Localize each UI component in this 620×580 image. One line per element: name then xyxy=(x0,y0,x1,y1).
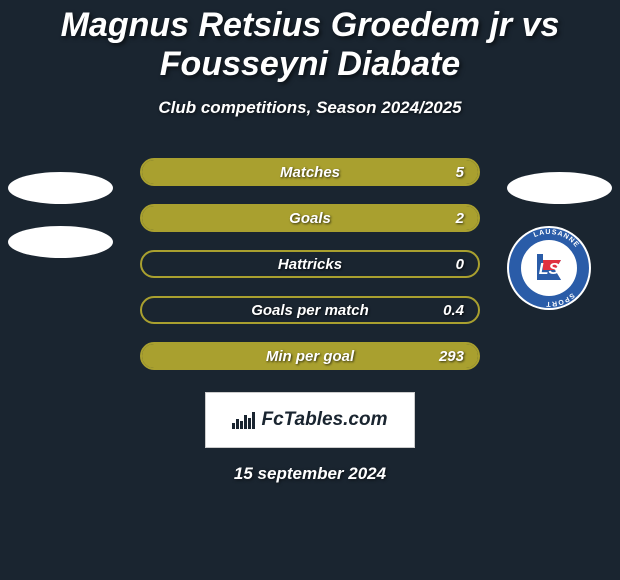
subtitle: Club competitions, Season 2024/2025 xyxy=(0,98,620,118)
footer-brand-text: FcTables.com xyxy=(261,409,387,431)
stat-row: Goals per match 0.4 xyxy=(140,296,480,324)
stat-label: Goals xyxy=(289,210,331,227)
bar-chart-icon xyxy=(232,412,255,429)
stat-row: Hattricks 0 xyxy=(140,250,480,278)
date-label: 15 september 2024 xyxy=(0,464,620,484)
stat-row: Matches 5 xyxy=(140,158,480,186)
footer-brand-badge: FcTables.com xyxy=(205,392,415,448)
stat-label: Hattricks xyxy=(278,256,342,273)
stat-value: 0 xyxy=(456,256,464,273)
stat-row: Goals 2 xyxy=(140,204,480,232)
stats-container: Matches 5 Goals 2 Hattricks 0 Goals per match 0… xyxy=(0,158,620,370)
stat-value: 0.4 xyxy=(443,302,464,319)
stat-row: Min per goal 293 xyxy=(140,342,480,370)
stat-value: 293 xyxy=(439,348,464,365)
stat-value: 5 xyxy=(456,164,464,181)
page-title: Magnus Retsius Groedem jr vs Fousseyni D… xyxy=(0,0,620,84)
stat-label: Min per goal xyxy=(266,348,354,365)
stat-label: Goals per match xyxy=(251,302,369,319)
stat-label: Matches xyxy=(280,164,340,181)
stat-value: 2 xyxy=(456,210,464,227)
